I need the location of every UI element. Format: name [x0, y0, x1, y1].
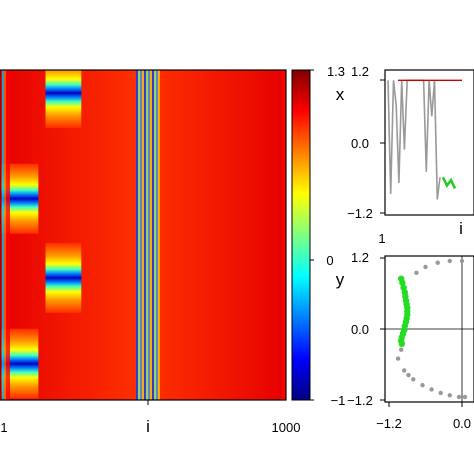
- phase-point-1-12: [456, 394, 462, 400]
- heatmap-boundary-strip-1-16: [152, 70, 154, 400]
- phase-point-1-13: [462, 394, 468, 400]
- phase-point-1-6: [402, 368, 407, 373]
- heatmap-boundary-strip-0-4: [4, 70, 6, 400]
- heatmap-boundary-strip-1-12: [148, 70, 150, 400]
- heatmap-x-label: i: [146, 417, 150, 436]
- heatmap-x-tick-label-start: 1: [0, 420, 7, 435]
- phase-point-1-2: [447, 258, 452, 264]
- phase-point-1-3: [459, 258, 465, 264]
- heatmap-boundary-strip-2-0: [282, 70, 284, 400]
- spatiotemporal-heatmap: [0, 70, 286, 400]
- snapshot-x-tick-label: 1: [378, 231, 385, 246]
- phase-x-tick-label-mid: 0.0: [453, 416, 471, 431]
- phase-point-1-1: [435, 260, 440, 265]
- phase-point-0-17: [398, 340, 405, 347]
- phase-point-1-9: [429, 387, 434, 392]
- heatmap-boundary-strip-1-10: [146, 70, 148, 400]
- colorbar-tick-label-bottom: −1: [331, 393, 346, 408]
- heatmap-blue-band-3: [45, 242, 82, 313]
- heatmap-boundary-strip-1-0: [136, 70, 138, 400]
- heatmap-boundary-strip-1-4: [140, 70, 142, 400]
- phase-point-1-11: [447, 393, 452, 398]
- phase-y-label: y: [336, 270, 345, 289]
- snapshot-y-tick-label-bottom: −1.2: [347, 206, 373, 221]
- phase-point-1-0: [423, 264, 428, 270]
- phase-point-1-15: [406, 372, 411, 378]
- phase-y-tick-label-mid: 0.0: [351, 322, 369, 337]
- heatmap-boundary-strip-1-14: [150, 70, 152, 400]
- colorbar-tick-label-top: 1.3: [327, 64, 345, 79]
- phase-y-tick-label-bottom: −1.2: [347, 393, 373, 408]
- snapshot-y-tick-label-mid: 0.0: [351, 136, 369, 151]
- phase-point-1-5: [395, 356, 401, 361]
- phase-point-1-14: [399, 347, 404, 352]
- phase-x-tick-label-left: −1.2: [376, 416, 402, 431]
- heatmap-boundary-strip-1-18: [154, 70, 156, 400]
- snapshot-series-green: [441, 176, 457, 189]
- heatmap-blue-band-2: [45, 70, 82, 129]
- phase-point-1-8: [420, 383, 425, 388]
- phase-point-1-7: [411, 377, 416, 382]
- heatmap-boundary-strip-0-0: [0, 70, 2, 400]
- snapshot-y-tick-label-top: 1.2: [351, 64, 369, 79]
- heatmap-boundary-strip-0-8: [8, 70, 10, 400]
- heatmap-boundary-strip-1-6: [142, 70, 144, 400]
- heatmap-boundary-strip-0-2: [2, 70, 4, 400]
- phase-y-tick-label-top: 1.2: [351, 250, 369, 265]
- heatmap-boundary-strip-0-6: [6, 70, 8, 400]
- heatmap-boundary-strip-2-2: [284, 70, 286, 400]
- snapshot-x-label: i: [459, 219, 463, 238]
- heatmap-boundary-strip-1-2: [138, 70, 140, 400]
- heatmap-boundary-strip-1-22: [158, 70, 160, 400]
- heatmap-frame: [0, 69, 287, 401]
- colorbar-tick-label-zero: 0: [326, 253, 333, 268]
- heatmap-boundary-strip-1-20: [156, 70, 158, 400]
- phase-point-1-10: [438, 390, 443, 396]
- colorbar-frame: [291, 69, 311, 401]
- colorbar-fill: [292, 70, 310, 400]
- heatmap-boundary-strip-1-8: [144, 70, 146, 400]
- phase-panel: 1.2 0.0 −1.2 y −1.2 0.0: [336, 250, 474, 431]
- snapshot-y-label: x: [336, 85, 345, 104]
- heatmap-x-tick-label-end: 1000: [272, 420, 301, 435]
- snapshot-panel: 1.2 0.0 −1.2 x i 1: [336, 64, 474, 246]
- phase-point-1-4: [414, 270, 419, 275]
- colorbar: 0: [291, 69, 334, 401]
